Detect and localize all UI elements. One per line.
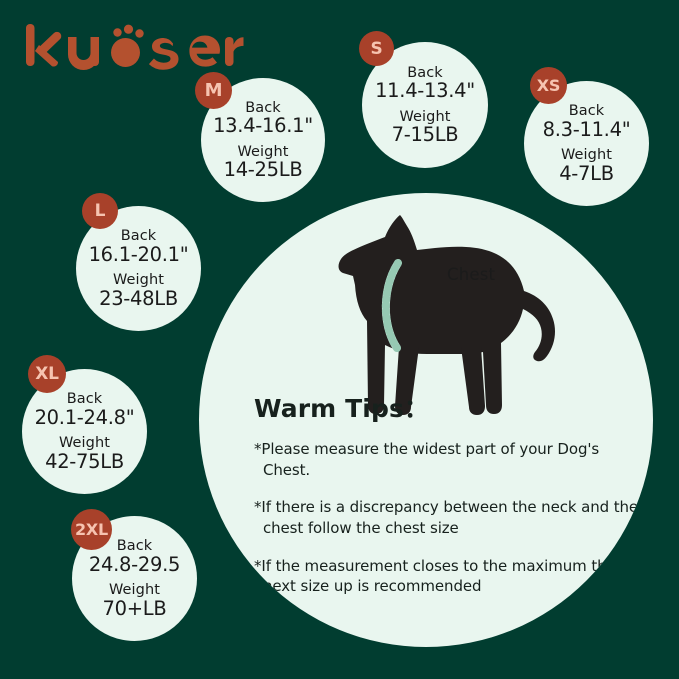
back-value-l: 16.1-20.1" [88,242,189,266]
warm-tips-title: Warm Tips： [254,394,430,423]
weight-label-m: Weight [237,143,289,160]
warm-tips-block: Warm Tips： *Please measure the widest pa… [254,389,646,597]
back-value-xl: 20.1-24.8" [34,405,135,429]
weight-label-xl: Weight [58,435,111,451]
size-badge-s-label: S [370,38,383,59]
size-badge-xl: XL [28,355,66,393]
back-value-xs: 8.3-11.4" [542,117,631,141]
back-label-xl: Back [66,391,103,407]
size-badge-m: M [195,72,232,109]
size-badge-2xl-label: 2XL [74,520,109,539]
size-badge-xl-label: XL [35,364,59,384]
chest-label: Chest [447,265,496,284]
back-label-2xl: Back [116,538,153,554]
weight-label-2xl: Weight [108,582,161,598]
size-badge-l-label: L [94,201,106,221]
size-badge-xs: XS [530,67,567,104]
weight-value-m: 14-25LB [223,158,303,181]
weight-value-2xl: 70+LB [102,596,167,620]
brand-logo [24,24,244,70]
warm-tip-1: *Please measure the widest part of your … [254,440,600,479]
back-label-xs: Back [568,103,605,119]
weight-label-xs: Weight [560,147,613,163]
weight-label-s: Weight [399,108,451,125]
back-label-l: Back [120,228,157,244]
weight-value-s: 7-15LB [391,123,459,146]
back-value-m: 13.4-16.1" [213,114,313,137]
measuring-tape-icon [381,259,402,352]
size-badge-2xl: 2XL [71,509,112,550]
back-label-m: Back [245,99,281,116]
back-label-s: Back [407,64,443,81]
back-value-s: 11.4-13.4" [375,79,475,102]
size-badge-xs-label: XS [536,76,561,95]
weight-value-xl: 42-75LB [45,449,124,473]
warm-tip-3: *If the measurement closes to the maximu… [254,556,616,596]
main-info-circle: Chest Warm Tips： *Please measure the wid… [199,193,653,647]
size-badge-m-label: M [204,80,223,101]
weight-value-l: 23-48LB [99,286,178,310]
dog-silhouette-icon [311,215,571,420]
warm-tip-2: *If there is a discrepancy between the n… [254,498,639,538]
size-badge-s: S [359,31,394,66]
size-badge-l: L [82,193,118,229]
weight-value-xs: 4-7LB [559,161,614,185]
back-value-2xl: 24.8-29.5 [88,552,181,576]
weight-label-l: Weight [112,272,165,288]
